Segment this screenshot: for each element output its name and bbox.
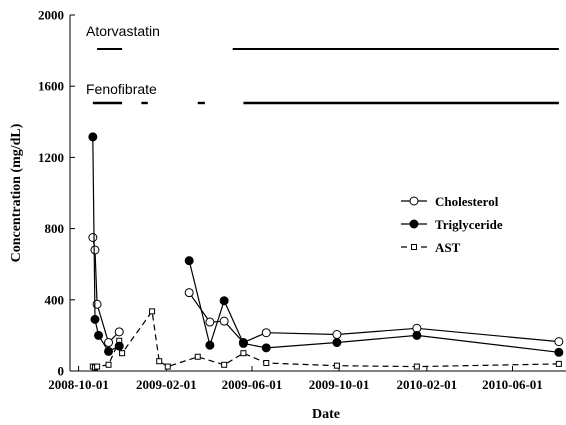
triglyceride-point bbox=[412, 330, 422, 340]
triglyceride-point bbox=[238, 338, 248, 348]
ast-point bbox=[263, 359, 270, 366]
triglyceride-point bbox=[94, 330, 104, 340]
ast-point bbox=[119, 350, 126, 357]
cholesterol-point bbox=[114, 327, 124, 337]
triglyceride-point bbox=[205, 340, 215, 350]
ast-point bbox=[149, 308, 156, 315]
cholesterol-point bbox=[104, 338, 114, 348]
x-tick-label: 2008-10-01 bbox=[48, 377, 109, 392]
triglyceride-point bbox=[261, 343, 271, 353]
x-tick-label: 2009-06-01 bbox=[222, 377, 283, 392]
legend-label-cholesterol: Cholesterol bbox=[435, 194, 499, 209]
ast-point bbox=[555, 360, 562, 367]
cholesterol-point bbox=[219, 316, 229, 326]
triglyceride-point bbox=[219, 296, 229, 306]
legend: Cholesterol Triglyceride AST bbox=[401, 194, 503, 255]
x-tick-label: 2010-02-01 bbox=[396, 377, 457, 392]
x-tick-label: 2009-10-01 bbox=[309, 377, 370, 392]
ast-line bbox=[92, 309, 559, 369]
treatment-label-atorvastatin: Atorvastatin bbox=[86, 23, 160, 39]
cholesterol-line bbox=[188, 292, 559, 344]
triglyceride-point bbox=[332, 338, 342, 348]
ast-point bbox=[94, 363, 101, 370]
cholesterol-point bbox=[332, 330, 342, 340]
ast-point bbox=[156, 358, 163, 365]
triglyceride-line bbox=[188, 260, 559, 353]
y-tick-label: 0 bbox=[58, 364, 65, 379]
plot-series bbox=[88, 132, 564, 371]
x-axis-title: Date bbox=[312, 407, 340, 422]
ast-point bbox=[164, 363, 171, 370]
legend-label-triglyceride: Triglyceride bbox=[435, 217, 503, 232]
triglyceride-point bbox=[114, 341, 124, 351]
cholesterol-point bbox=[184, 288, 194, 298]
legend-swatch-marker-triglyceride bbox=[409, 219, 419, 229]
x-tick-label: 2009-02-01 bbox=[136, 377, 197, 392]
x-tick-label: 2010-06-01 bbox=[482, 377, 543, 392]
y-axis-title: Concentration (mg/dL) bbox=[9, 123, 24, 262]
axes: 0 400 800 1200 1600 2000 2008-10-01 2009-02-01 2… bbox=[38, 8, 566, 392]
treatment-bars: Atorvastatin Fenofibrate bbox=[86, 23, 559, 105]
treatment-label-fenofibrate: Fenofibrate bbox=[86, 81, 157, 97]
triglyceride-point bbox=[554, 347, 564, 357]
y-tick-label: 800 bbox=[45, 221, 65, 236]
cholesterol-point bbox=[261, 328, 271, 338]
legend-swatch-marker-ast bbox=[411, 244, 417, 250]
y-tick-label: 1600 bbox=[38, 79, 64, 94]
ast-point bbox=[105, 361, 112, 368]
legend-label-ast: AST bbox=[435, 240, 461, 255]
legend-swatch-marker-cholesterol bbox=[409, 196, 419, 206]
y-tick-label: 1200 bbox=[38, 150, 64, 165]
cholesterol-point bbox=[90, 245, 100, 255]
ast-point bbox=[413, 363, 420, 370]
ast-point bbox=[333, 362, 340, 369]
triglyceride-point bbox=[88, 132, 98, 142]
ast-point bbox=[194, 353, 201, 360]
cholesterol-point bbox=[554, 337, 564, 347]
triglyceride-point bbox=[184, 256, 194, 266]
triglyceride-point bbox=[104, 346, 114, 356]
cholesterol-point bbox=[205, 317, 215, 327]
ast-point bbox=[221, 361, 228, 368]
ast-point bbox=[240, 350, 247, 357]
cholesterol-point bbox=[88, 233, 98, 242]
y-tick-label: 2000 bbox=[38, 8, 64, 23]
y-tick-label: 400 bbox=[45, 292, 65, 307]
triglyceride-point bbox=[90, 314, 100, 324]
